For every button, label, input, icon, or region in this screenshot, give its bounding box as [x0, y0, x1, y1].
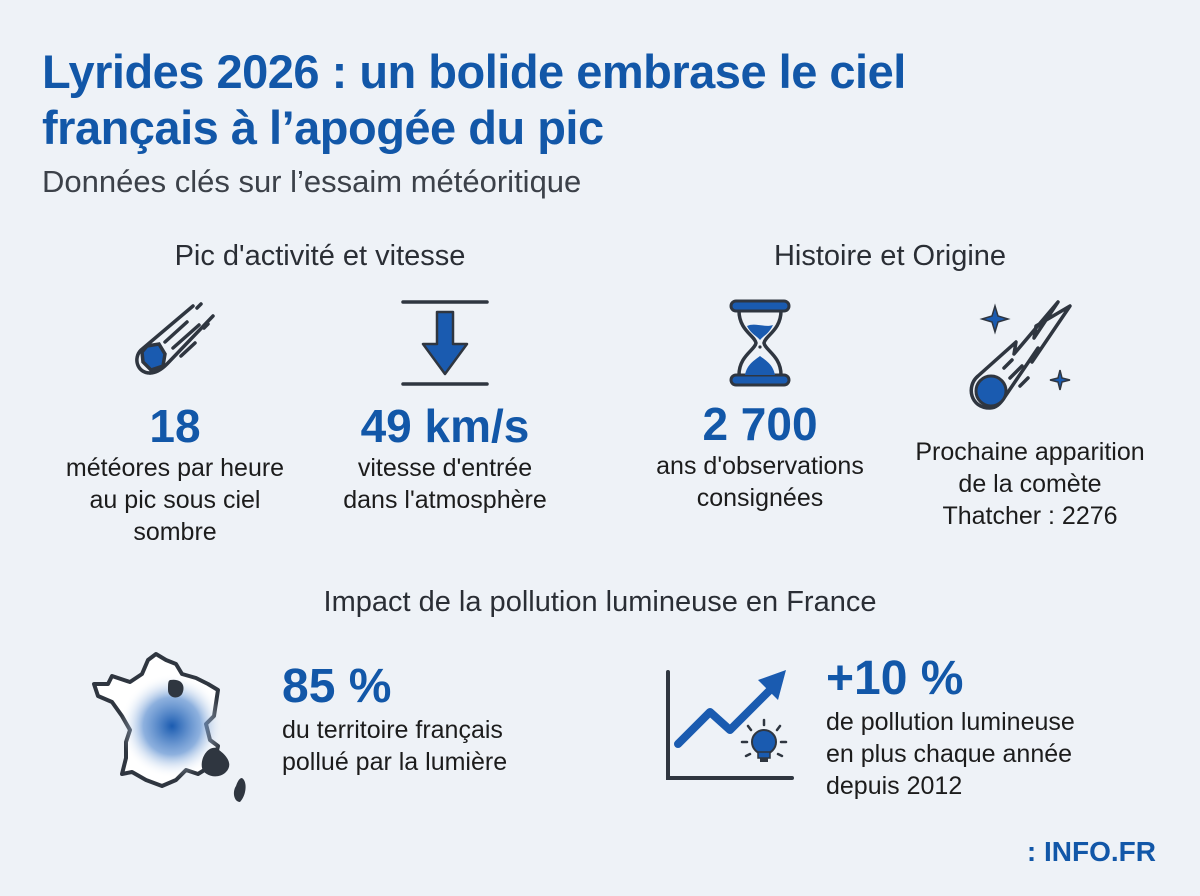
- stat-comet-thatcher: Prochaine apparition de la comète Thatch…: [890, 298, 1170, 532]
- stat-description: ans d'observations consignées: [656, 452, 864, 512]
- meteor-icon: [135, 302, 215, 375]
- stat-value: 85 %: [282, 660, 392, 713]
- section-title-pollution: Impact de la pollution lumineuse en Fran…: [323, 586, 877, 618]
- stat-entry-speed: 49 km/s vitesse d'entrée dans l'atmosphè…: [320, 298, 570, 516]
- stat-description: météores par heure au pic sous ciel somb…: [65, 454, 285, 546]
- source-credit: : INFO.FR: [1026, 836, 1156, 867]
- down-arrow-icon: [401, 300, 489, 386]
- title-line-1: Lyrides 2026 : un bolide embrase le ciel: [42, 45, 906, 98]
- page-title: Lyrides 2026 : un bolide embrase le ciel…: [42, 44, 906, 156]
- stat-territory-polluted: 85 % du territoire français pollué par l…: [282, 660, 507, 778]
- stat-value: +10 %: [826, 652, 964, 705]
- stat-observation-years: 2 700 ans d'observations consignées: [630, 298, 890, 514]
- section-title-activity: Pic d'activité et vitesse: [174, 240, 466, 272]
- comet-icon: [969, 300, 1072, 410]
- trend-lightbulb-icon: [666, 670, 794, 780]
- stat-meteors-per-hour: 18 météores par heure au pic sous ciel s…: [40, 298, 310, 548]
- hourglass-icon: [729, 299, 791, 387]
- stat-value: 49 km/s: [360, 400, 530, 452]
- stat-value: 2 700: [702, 398, 818, 450]
- france-map-icon: [92, 652, 246, 802]
- stat-description: de pollution lumineuse en plus chaque an…: [826, 708, 1075, 800]
- stat-pollution-growth: +10 % de pollution lumineuse en plus cha…: [826, 652, 1075, 802]
- page-subtitle: Données clés sur l’essaim météoritique: [42, 164, 582, 199]
- section-title-history: Histoire et Origine: [773, 240, 1007, 272]
- title-line-2: français à l’apogée du pic: [42, 101, 604, 154]
- stat-description: du territoire français pollué par la lum…: [282, 716, 508, 776]
- stat-value: 18: [149, 400, 201, 452]
- stat-description: Prochaine apparition de la comète Thatch…: [915, 438, 1145, 530]
- stat-description: vitesse d'entrée dans l'atmosphère: [343, 454, 547, 514]
